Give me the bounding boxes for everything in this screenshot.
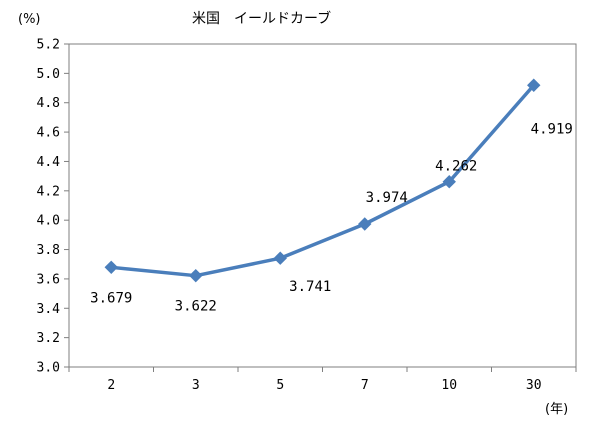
data-point-marker (527, 78, 541, 92)
series-group (104, 78, 541, 283)
x-axis-unit-label: (年) (545, 402, 568, 417)
x-tick-label: 3 (192, 378, 200, 393)
y-tick-label: 4.4 (37, 155, 61, 170)
data-labels-group: 3.679 3.622 3.741 3.974 4.262 4.919 (90, 121, 573, 314)
data-label: 3.622 (175, 299, 217, 315)
y-tick-label: 3.2 (37, 331, 60, 346)
chart-title: 米国 イールドカーブ (192, 10, 331, 27)
data-label: 3.741 (289, 279, 331, 295)
y-axis-unit-label: (%) (18, 12, 41, 27)
x-tick-label: 30 (526, 378, 542, 393)
axes-group: 3.0 3.2 3.4 3.6 3.8 4.0 4.2 4.4 4.6 4.8 5.0 5.2 2 3 5 7… (37, 38, 577, 393)
y-tick-label: 5.2 (37, 38, 60, 53)
data-label: 3.974 (366, 190, 408, 206)
data-label: 3.679 (90, 290, 132, 306)
x-tick-label: 5 (276, 378, 284, 393)
y-tick-label: 3.8 (37, 243, 60, 258)
data-label: 4.262 (435, 159, 477, 175)
data-point-marker (189, 268, 203, 283)
y-tick-label: 4.0 (37, 214, 60, 229)
series-line (111, 84, 536, 278)
y-tick-label: 3.0 (37, 361, 60, 376)
data-point-marker (273, 251, 287, 265)
x-tick-label: 10 (441, 378, 457, 393)
data-point-marker (442, 175, 456, 189)
y-tick-label: 4.6 (37, 126, 60, 141)
data-label: 4.919 (531, 121, 573, 137)
y-tick-label: 3.4 (37, 302, 61, 317)
y-tick-label: 4.2 (37, 184, 60, 199)
plot-area-border (68, 43, 577, 368)
x-tick-label: 2 (107, 378, 115, 393)
x-tick-label: 7 (361, 378, 369, 393)
y-tick-label: 3.6 (37, 272, 60, 287)
data-point-marker (358, 217, 372, 231)
data-point-marker (104, 260, 118, 275)
y-tick-label: 5.0 (37, 67, 60, 82)
y-tick-label: 4.8 (37, 96, 60, 111)
